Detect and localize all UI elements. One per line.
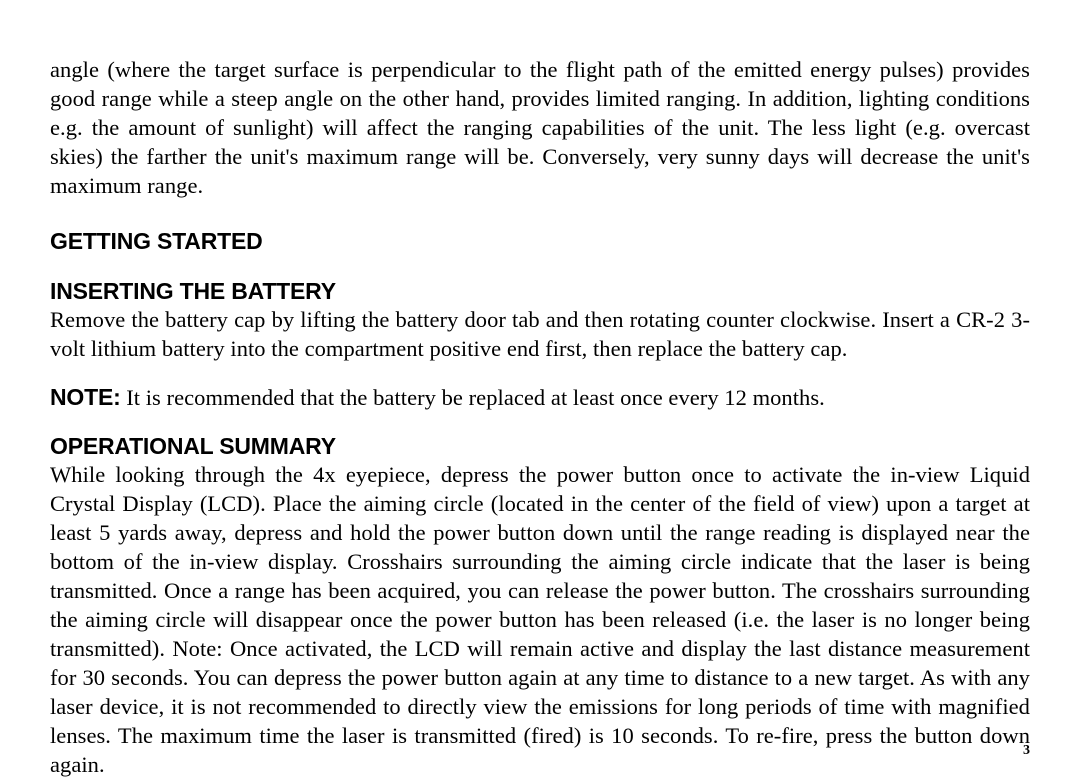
page-number: 3 [1023,743,1030,759]
heading-inserting-battery: INSERTING THE BATTERY [50,278,1030,305]
operational-paragraph: While looking through the 4x eyepiece, d… [50,460,1030,779]
heading-getting-started: GETTING STARTED [50,228,1030,255]
note-label: NOTE: [50,384,121,410]
heading-operational-summary: OPERATIONAL SUMMARY [50,433,1030,460]
manual-page: angle (where the target surface is perpe… [0,0,1080,783]
battery-paragraph: Remove the battery cap by lifting the ba… [50,305,1030,363]
note-text: It is recommended that the battery be re… [121,385,825,410]
note-line: NOTE: It is recommended that the battery… [50,383,1030,413]
intro-paragraph: angle (where the target surface is perpe… [50,55,1030,200]
